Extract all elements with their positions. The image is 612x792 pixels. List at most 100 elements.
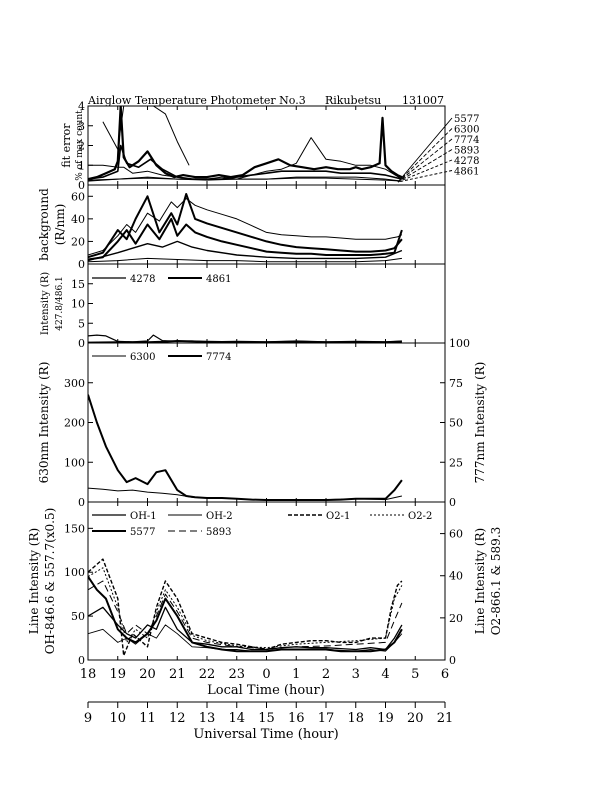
panel-background: 0 20 40 60 background (R/nm) [37, 184, 446, 271]
y-tick-label: 150 [64, 522, 85, 535]
universal-time-tick-label: 10 [109, 711, 126, 726]
local-time-tick-label: 23 [228, 667, 245, 682]
universal-time-tick-label: 14 [228, 711, 245, 726]
panel-blue-lines: 0 5 10 15 Intensity (R) 427.8/486.1 4278 4861 [40, 263, 446, 350]
y-tick-label: 0 [78, 496, 85, 509]
universal-time-tick-label: 16 [288, 711, 305, 726]
y-axis-label: background [37, 188, 51, 261]
y-tick-label: 0 [78, 258, 85, 271]
y-axis-label-2: 427.8/486.1 [55, 276, 65, 331]
series-line-7774 [88, 394, 403, 501]
legend-label: O2-1 [326, 511, 350, 522]
universal-time-tick-label: 13 [199, 711, 216, 726]
local-time-tick-label: 4 [381, 667, 389, 682]
panel-fit-error: 0 1 2 3 4 fit error% of max count 557763007774… [60, 100, 479, 192]
y-tick-label: 0 [78, 337, 85, 350]
y-right-tick-label: 40 [449, 570, 463, 583]
local-time-tick-label: 1 [292, 667, 300, 682]
legend-label: 5577 [454, 114, 479, 125]
y-tick-label: 100 [64, 566, 85, 579]
local-time-tick-label: 3 [352, 667, 360, 682]
y-right-axis-label: 777nm Intensity (R) [473, 362, 487, 484]
legend-label: 7774 [206, 352, 231, 363]
y-tick-label: 4 [78, 100, 85, 113]
legend-leader [397, 117, 453, 183]
series-line-s2 [88, 193, 403, 259]
legend-label: OH-1 [130, 511, 157, 522]
universal-time-tick-label: 15 [258, 711, 275, 726]
series-line-5577 [88, 576, 403, 653]
y-tick-label: 0 [78, 179, 85, 192]
y-axis-label-2: OH-846.6 & 557.7(x0.5) [43, 508, 57, 655]
local-time-label: Local Time (hour) [207, 683, 325, 698]
local-time-tick-label: 2 [322, 667, 330, 682]
series-group [88, 558, 403, 657]
series-line-5893 [88, 144, 403, 180]
legend-label: 4861 [206, 274, 231, 285]
legend-label: OH-2 [206, 511, 233, 522]
legend-label: 4278 [130, 274, 155, 285]
universal-time-tick-label: 11 [139, 711, 156, 726]
y-tick-label: 100 [64, 456, 85, 469]
series-line-4861 [88, 340, 402, 343]
chart-title: Airglow Temperature Photometer No.3 [87, 94, 306, 107]
y-right-tick-label: 0 [449, 496, 456, 509]
local-time-tick-label: 6 [441, 667, 449, 682]
y-tick-label: 60 [71, 190, 85, 203]
y-tick-label: 200 [64, 417, 85, 430]
legend-label: 7774 [454, 135, 479, 146]
legend-leader [397, 128, 453, 183]
y-tick-label: 40 [71, 213, 85, 226]
legend-leader [397, 170, 453, 183]
series-group [88, 106, 403, 182]
legend-label: 5577 [130, 527, 155, 538]
y-tick-label: 1 [78, 159, 85, 172]
legend-label: 4861 [454, 167, 479, 178]
y-axis-label: fit error [60, 123, 73, 168]
y-tick-label: 2 [78, 140, 85, 153]
local-time-tick-label: 5 [411, 667, 419, 682]
series-line-o2-2 [88, 567, 403, 649]
legend-label: O2-2 [408, 511, 432, 522]
series-line-s5 [88, 257, 402, 263]
y-axis-label: 630nm Intensity (R) [37, 362, 51, 484]
y-right-axis-label-2: O2-866.1 & 589.3 [489, 527, 503, 636]
series-group [88, 394, 403, 501]
universal-time-tick-label: 18 [347, 711, 364, 726]
universal-time-label: Universal Time (hour) [193, 727, 338, 742]
series-line-7774 [102, 106, 190, 166]
local-time-tick-label: 20 [139, 667, 156, 682]
series-line-s3 [88, 217, 403, 261]
universal-time-tick-label: 21 [437, 711, 454, 726]
y-tick-label: 20 [71, 235, 85, 248]
y-right-tick-label: 100 [449, 337, 470, 350]
series-line-4861 [88, 177, 402, 182]
y-axis-label: Intensity (R) [40, 272, 51, 335]
local-time-tick-label: 18 [80, 667, 97, 682]
y-right-tick-label: 50 [449, 417, 463, 430]
universal-time-tick-label: 12 [169, 711, 186, 726]
legend-label: 4278 [454, 156, 479, 167]
legend-label: 5893 [206, 527, 231, 538]
series-line-s4 [88, 240, 403, 262]
y-right-axis-label: Line Intensity (R) [473, 528, 487, 634]
series-group [88, 334, 402, 343]
y-tick-label: 5 [78, 317, 85, 330]
local-time-tick-label: 0 [262, 667, 270, 682]
y-tick-label: 50 [71, 610, 85, 623]
y-tick-label: 10 [71, 298, 85, 311]
panel-red-lines: 0 100 200 300 0 25 50 75 100 630nm Intensity (R) 7… [37, 337, 487, 509]
legend-leader [397, 159, 453, 183]
local-time-tick-label: 21 [169, 667, 186, 682]
panel-frame [87, 501, 446, 661]
legend-label: 5893 [454, 146, 479, 157]
chart-station: Rikubetsu [325, 94, 381, 107]
series-line-o2-1 [88, 558, 403, 657]
local-time-tick-label: 22 [199, 667, 216, 682]
local-time-tick-label: 19 [109, 667, 126, 682]
legend-leader [397, 138, 453, 183]
series-line-5577 [88, 106, 403, 181]
series-line-s1 [88, 198, 403, 256]
